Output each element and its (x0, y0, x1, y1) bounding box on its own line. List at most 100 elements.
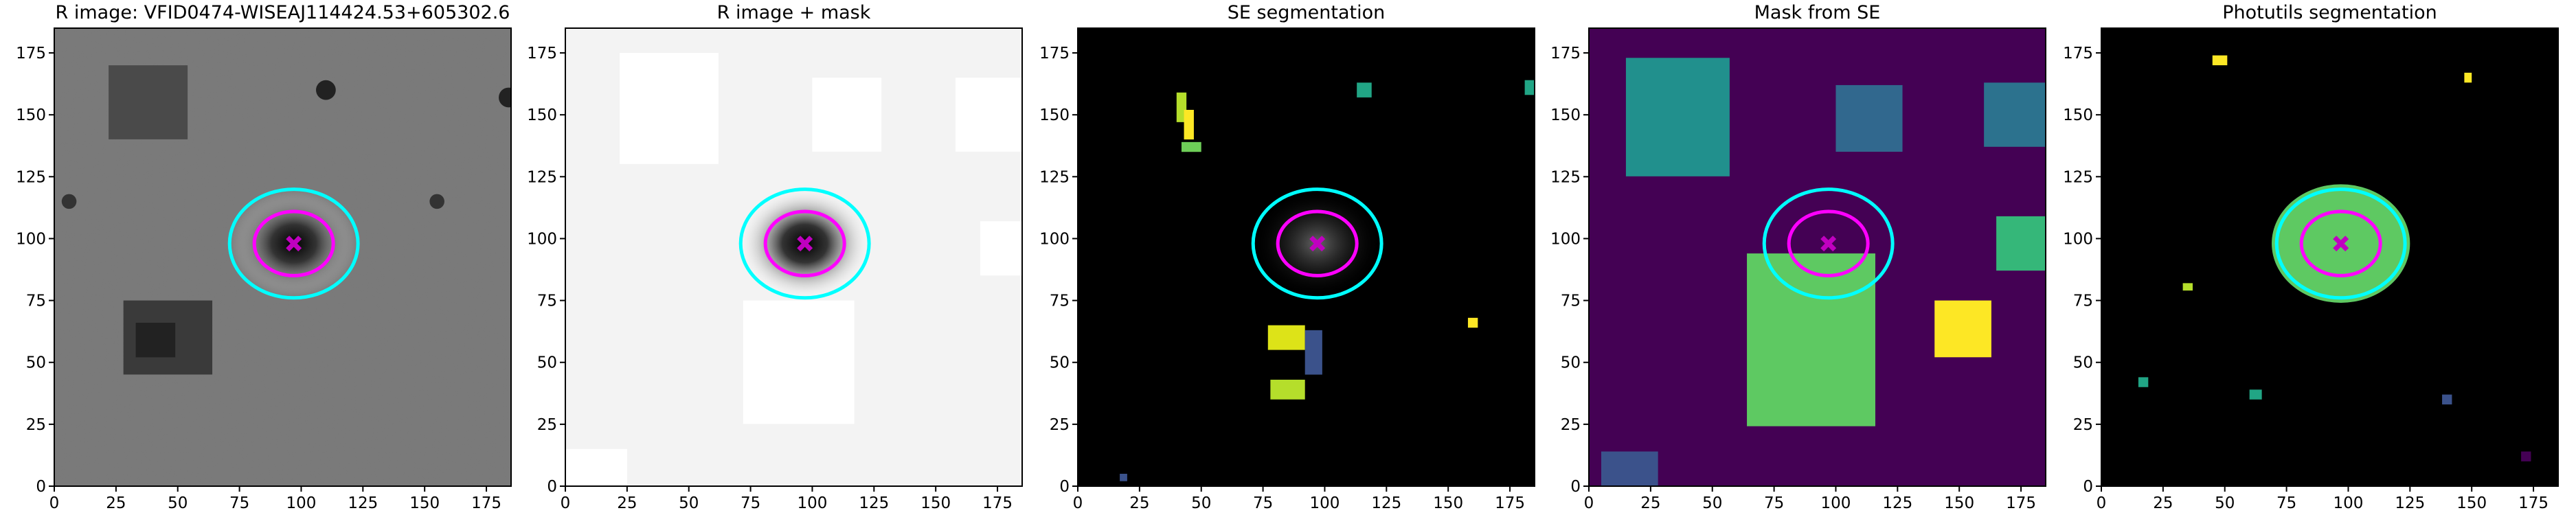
x-tick-label: 175 (471, 494, 501, 512)
panel: R image + mask 0 25 50 75 100 125 150 175 0 25 50 75… (527, 2, 1023, 512)
segment (1747, 253, 1875, 426)
segment (2182, 283, 2193, 291)
x-tick-label: 175 (982, 494, 1013, 512)
inner-ellipse (1787, 209, 1870, 277)
center-marker (797, 236, 813, 252)
outer-ellipse (2274, 187, 2407, 300)
x-tick-label: 0 (1584, 494, 1594, 512)
panel-title: SE segmentation (1228, 2, 1385, 23)
outer-ellipse (738, 187, 871, 300)
y-tick-label: 100 (527, 230, 557, 248)
x-tick-label: 125 (1371, 494, 1401, 512)
y-tick-label: 0 (2083, 478, 2093, 496)
x-tick-label: 50 (1702, 494, 1722, 512)
source (499, 87, 511, 108)
axes-frame (1588, 27, 2046, 487)
segment (2212, 55, 2228, 66)
x-tick-label: 75 (1253, 494, 1273, 512)
center-marker (2333, 236, 2349, 252)
segment (1120, 473, 1127, 481)
x-tick-label: 50 (1191, 494, 1211, 512)
y-tick-label: 175 (16, 45, 46, 62)
y-tick-label: 125 (2063, 168, 2093, 186)
y-tick-label: 125 (1039, 168, 1070, 186)
source (316, 80, 336, 100)
x-tick-label: 100 (286, 494, 317, 512)
y-tick-label: 75 (1561, 293, 1581, 310)
y-tick-label: 50 (2073, 354, 2093, 372)
segment (1304, 330, 1322, 375)
x-tick-label: 150 (920, 494, 951, 512)
y-tick-label: 100 (1039, 230, 1070, 248)
x-tick-label: 75 (1764, 494, 1784, 512)
y-tick-label: 50 (1561, 354, 1581, 372)
inner-ellipse (1276, 209, 1359, 277)
center-marker (286, 236, 302, 252)
y-tick-label: 100 (1550, 230, 1581, 248)
segment (812, 78, 882, 152)
panel: Photutils segmentation 0 25 50 75 100 125 150 17… (2063, 2, 2559, 512)
y-tick-label: 50 (537, 354, 557, 372)
segment (135, 323, 176, 358)
panel-title: R image: VFID0474-WISEAJ114424.53+605302… (56, 2, 510, 23)
y-tick-label: 150 (1039, 106, 1070, 124)
outer-ellipse (227, 187, 360, 300)
x-tick-label: 150 (2456, 494, 2487, 512)
y-tick-label: 175 (2063, 45, 2093, 62)
x-tick-label: 25 (1640, 494, 1660, 512)
outer-ellipse (1251, 187, 1383, 300)
y-tick-label: 175 (1550, 45, 1581, 62)
y-tick-label: 125 (1550, 168, 1581, 186)
segment (1184, 109, 1194, 140)
image (54, 28, 511, 486)
y-tick-label: 150 (2063, 106, 2093, 124)
panel: SE segmentation 0 25 50 75 100 125 150 175 0 25 50 7… (1039, 2, 1535, 512)
x-tick-label: 50 (2215, 494, 2235, 512)
x-tick-label: 100 (1821, 494, 1851, 512)
x-tick-label: 150 (1433, 494, 1463, 512)
segment (1934, 300, 1991, 358)
y-tick-label: 25 (2073, 416, 2093, 434)
x-tick-label: 150 (1944, 494, 1974, 512)
y-tick-label: 100 (16, 230, 46, 248)
outer-ellipse (1762, 187, 1895, 300)
y-tick-label: 0 (1059, 478, 1070, 496)
y-tick-label: 75 (537, 293, 557, 310)
x-tick-label: 50 (679, 494, 699, 512)
x-tick-label: 0 (561, 494, 571, 512)
axes-frame (54, 27, 512, 487)
segment (2442, 394, 2452, 404)
image (565, 28, 1022, 486)
x-tick-label: 100 (798, 494, 828, 512)
panel-title: R image + mask (717, 2, 871, 23)
source (429, 194, 444, 209)
y-tick-label: 25 (26, 416, 46, 434)
y-tick-label: 25 (1561, 416, 1581, 434)
x-tick-label: 0 (1073, 494, 1083, 512)
y-tick-label: 100 (2063, 230, 2093, 248)
y-tick-label: 150 (1550, 106, 1581, 124)
x-tick-label: 0 (49, 494, 60, 512)
y-tick-label: 175 (1039, 45, 1070, 62)
x-tick-label: 125 (2395, 494, 2425, 512)
axes-frame (1077, 27, 1535, 487)
segment (1270, 379, 1305, 400)
segment (2464, 72, 2472, 83)
x-tick-label: 175 (1495, 494, 1525, 512)
segment (1357, 82, 1372, 98)
panel-title: Mask from SE (1754, 2, 1881, 23)
segment (743, 300, 855, 424)
y-tick-label: 75 (26, 293, 46, 310)
x-tick-label: 150 (409, 494, 440, 512)
x-tick-label: 75 (741, 494, 760, 512)
y-tick-label: 25 (537, 416, 557, 434)
x-tick-label: 75 (2276, 494, 2296, 512)
axes-frame (565, 27, 1023, 487)
segment (1181, 141, 1201, 152)
panel: R image: VFID0474-WISEAJ114424.53+605302… (16, 2, 512, 512)
y-tick-label: 125 (16, 168, 46, 186)
x-tick-label: 175 (2006, 494, 2036, 512)
center-marker (1309, 236, 1326, 252)
x-tick-label: 25 (617, 494, 637, 512)
x-tick-label: 25 (2153, 494, 2173, 512)
